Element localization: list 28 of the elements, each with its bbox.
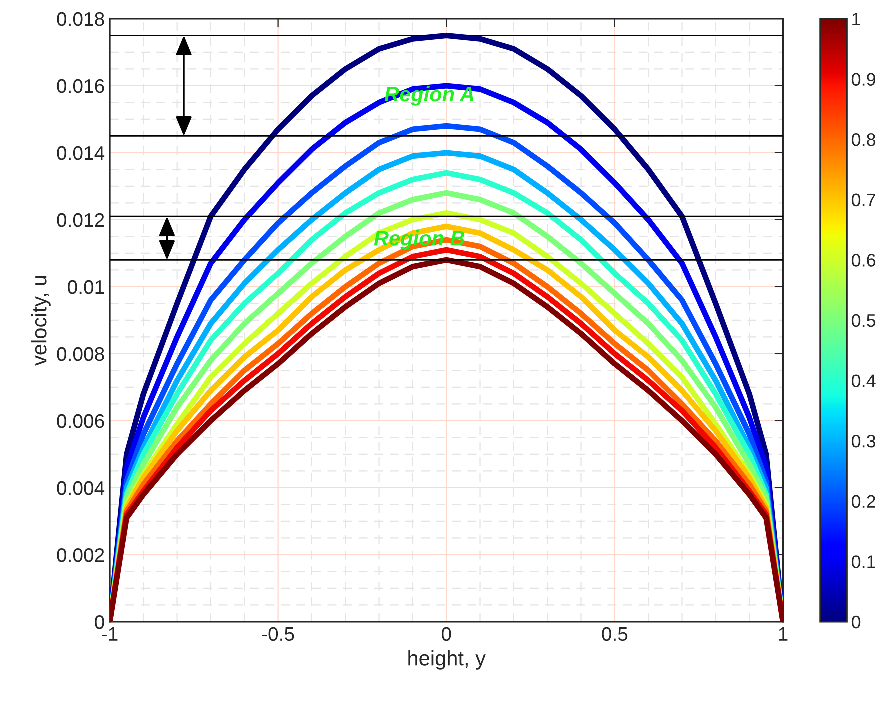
color-bar-label: 0.2 bbox=[852, 495, 876, 508]
color-bar-label: 0.3 bbox=[852, 435, 876, 448]
y-tick-label: 0 bbox=[95, 615, 104, 630]
y-tick-label: 0.014 bbox=[57, 146, 105, 160]
color-bar-label: 0 bbox=[852, 616, 861, 629]
color-bar-label: 0.5 bbox=[852, 314, 876, 328]
y-tick-label: 0.002 bbox=[57, 548, 104, 562]
y-tick-label: 0.016 bbox=[57, 79, 104, 94]
color-bar-label: 0.1 bbox=[852, 556, 876, 568]
color-bar-label: 0.4 bbox=[852, 374, 876, 388]
color-bar-label: 0.7 bbox=[852, 194, 876, 207]
color-bar-label: 1 bbox=[852, 13, 860, 26]
x-axis-title: height, y bbox=[408, 650, 486, 670]
x-tick-label: 0.5 bbox=[602, 627, 628, 642]
color-bar-label: 0.8 bbox=[852, 133, 876, 146]
color-bar-label: 0.6 bbox=[852, 254, 876, 267]
x-tick-label: 1 bbox=[779, 628, 788, 641]
y-tick-label: 0.018 bbox=[57, 12, 104, 26]
x-tick-label: 0 bbox=[442, 627, 452, 642]
y-tick-label: 0.01 bbox=[68, 280, 104, 294]
color-bar-label: 0.9 bbox=[852, 73, 876, 86]
y-tick-label: 0.008 bbox=[57, 347, 104, 362]
x-tick-label: -0.5 bbox=[262, 627, 294, 642]
y-axis-title: velocity, u bbox=[31, 276, 51, 366]
y-tick-label: 0.006 bbox=[57, 414, 104, 428]
y-tick-label: 0.004 bbox=[57, 481, 105, 496]
x-tick-label: -1 bbox=[102, 628, 118, 641]
y-tick-label: 0.012 bbox=[57, 213, 104, 228]
